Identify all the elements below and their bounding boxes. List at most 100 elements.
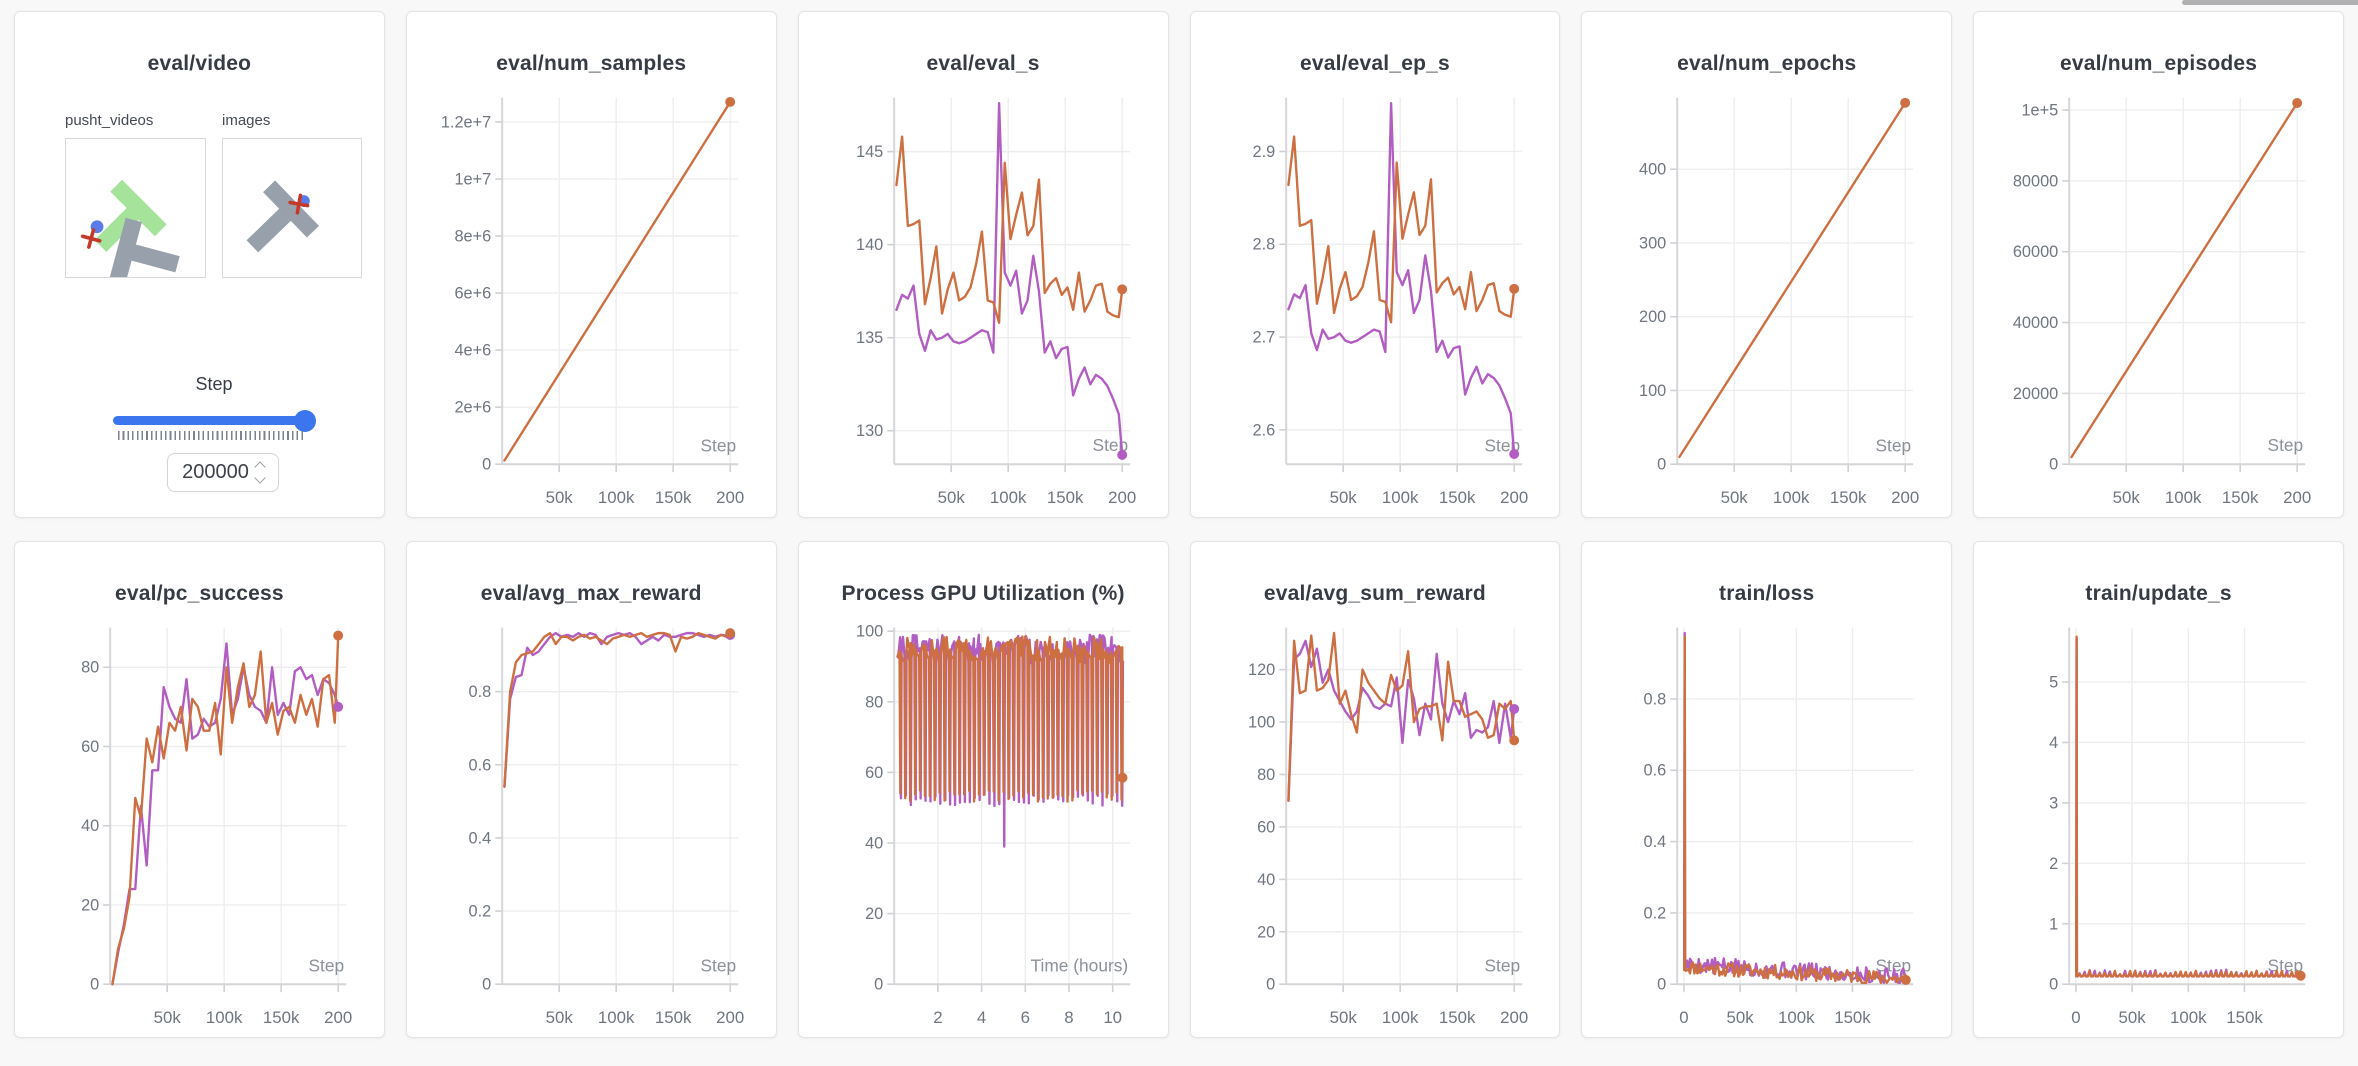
chart-eval-num-episodes[interactable]: 0 20000 40000 60000 80000 1e+5 50k 100k 150k 200 S… bbox=[1974, 12, 2343, 517]
svg-text:40: 40 bbox=[81, 817, 99, 835]
svg-text:100k: 100k bbox=[1381, 1008, 1418, 1027]
series-line bbox=[2070, 101, 2299, 459]
svg-text:3: 3 bbox=[2049, 794, 2058, 812]
chart-title: eval/pc_success bbox=[115, 582, 284, 605]
svg-text:50k: 50k bbox=[2113, 488, 2141, 507]
chart-title: eval/num_episodes bbox=[2060, 52, 2258, 75]
panel-eval-num-episodes: eval/num_episodes 0 20000 40000 60000 80000 1… bbox=[1973, 11, 2344, 518]
gray-t-shape bbox=[109, 217, 180, 277]
svg-text:0.8: 0.8 bbox=[468, 683, 491, 701]
series-end-dot bbox=[1508, 449, 1519, 459]
svg-text:20: 20 bbox=[1257, 923, 1275, 941]
svg-text:2: 2 bbox=[2049, 855, 2058, 873]
svg-text:4e+6: 4e+6 bbox=[454, 342, 491, 360]
svg-text:50k: 50k bbox=[545, 488, 573, 507]
stepper bbox=[254, 461, 266, 484]
svg-text:1: 1 bbox=[2049, 915, 2058, 933]
series-line bbox=[503, 631, 732, 788]
series-end-dot bbox=[2295, 970, 2306, 981]
x-axis-label: Step bbox=[700, 435, 736, 455]
series-line bbox=[1286, 135, 1515, 324]
svg-text:0.6: 0.6 bbox=[1644, 762, 1667, 780]
chart-eval-eval-s[interactable]: 130 135 140 145 50k 100k 150k 200 Step bbox=[799, 12, 1168, 517]
svg-text:0: 0 bbox=[482, 456, 491, 474]
series-line bbox=[2075, 637, 2300, 978]
chart-title: Process GPU Utilization (%) bbox=[841, 582, 1125, 605]
chart-title: train/update_s bbox=[2085, 582, 2232, 605]
step-number-input[interactable]: 200000 bbox=[167, 453, 279, 492]
series-line bbox=[894, 102, 1124, 457]
svg-text:60000: 60000 bbox=[2013, 243, 2058, 261]
chart-eval-pc-success[interactable]: 0 20 40 60 80 50k 100k 150k 200 Step bbox=[15, 542, 384, 1037]
goal-cross-icon bbox=[80, 228, 102, 249]
series-line bbox=[503, 100, 732, 462]
svg-text:200: 200 bbox=[716, 1008, 744, 1027]
svg-text:0.2: 0.2 bbox=[1644, 904, 1667, 922]
svg-text:100k: 100k bbox=[1773, 488, 1810, 507]
chart-eval-num-epochs[interactable]: 0 100 200 300 400 50k 100k 150k 200 Step bbox=[1582, 12, 1951, 517]
svg-text:4: 4 bbox=[977, 1008, 986, 1027]
svg-text:140: 140 bbox=[856, 236, 883, 254]
step-slider-track[interactable] bbox=[113, 416, 315, 425]
chart-eval-num-samples[interactable]: 0 2e+6 4e+6 6e+6 8e+6 1e+7 1.2e+7 50k 100k 150k 20… bbox=[407, 12, 776, 517]
x-axis-label: Step bbox=[2268, 435, 2304, 455]
images-thumbnail[interactable] bbox=[222, 138, 362, 278]
series-line bbox=[1683, 635, 1908, 985]
svg-text:100: 100 bbox=[856, 623, 883, 641]
svg-text:8: 8 bbox=[1064, 1008, 1073, 1027]
svg-text:60: 60 bbox=[865, 764, 883, 782]
stepper-up-icon[interactable] bbox=[254, 461, 266, 473]
series-line bbox=[1286, 102, 1515, 456]
svg-text:0.6: 0.6 bbox=[468, 756, 491, 774]
svg-text:0: 0 bbox=[482, 976, 491, 994]
chart-title: eval/avg_sum_reward bbox=[1263, 582, 1486, 605]
panel-eval-num-samples: eval/num_samples 0 2e+6 4e+6 6e+6 8e+6 1e+7 1.… bbox=[405, 11, 777, 518]
series-end-dot bbox=[1117, 772, 1128, 783]
media-label-pusht-videos: pusht_videos bbox=[65, 112, 154, 129]
chart-eval-avg-sum-reward[interactable]: 0 20 40 60 80 100 120 50k 100k 150k 200 Step bbox=[1191, 542, 1560, 1037]
horizontal-scrollbar-thumb[interactable] bbox=[2182, 0, 2358, 5]
svg-text:100k: 100k bbox=[598, 1008, 635, 1027]
panel-eval-avg-sum-reward: eval/avg_sum_reward 0 20 40 60 80 100 120 50k 10… bbox=[1189, 541, 1561, 1038]
svg-text:2.9: 2.9 bbox=[1252, 143, 1275, 161]
svg-text:0: 0 bbox=[90, 976, 99, 994]
svg-text:0: 0 bbox=[1658, 976, 1667, 994]
chart-eval-avg-max-reward[interactable]: 0 0.2 0.4 0.6 0.8 50k 100k 150k 200 Step bbox=[407, 542, 776, 1037]
svg-text:50k: 50k bbox=[2119, 1008, 2147, 1027]
svg-text:100k: 100k bbox=[1778, 1008, 1815, 1027]
x-axis-label: Step bbox=[309, 955, 345, 975]
series-line bbox=[1683, 631, 1908, 985]
step-slider-handle[interactable] bbox=[294, 409, 316, 432]
svg-text:0: 0 bbox=[2049, 976, 2058, 994]
gray-t-shape bbox=[246, 180, 319, 253]
svg-text:50k: 50k bbox=[937, 488, 965, 507]
svg-text:1e+5: 1e+5 bbox=[2022, 102, 2059, 120]
chart-title: eval/avg_max_reward bbox=[480, 582, 702, 605]
svg-text:100k: 100k bbox=[990, 488, 1027, 507]
step-slider-label: Step bbox=[195, 374, 233, 394]
pusht-video-thumbnail[interactable] bbox=[65, 138, 206, 278]
svg-text:40000: 40000 bbox=[2013, 314, 2058, 332]
series-end-dot bbox=[1116, 284, 1127, 295]
chart-process-gpu-utilization[interactable]: 0 20 40 60 80 100 2 4 6 8 10 Time (hours) bbox=[799, 542, 1168, 1037]
stepper-down-icon[interactable] bbox=[254, 472, 266, 484]
svg-text:150k: 150k bbox=[655, 1008, 692, 1027]
step-value[interactable]: 200000 bbox=[182, 461, 249, 483]
svg-text:200: 200 bbox=[1108, 488, 1136, 507]
svg-text:20: 20 bbox=[81, 896, 99, 914]
svg-text:100: 100 bbox=[1248, 713, 1275, 731]
chart-title: eval/num_samples bbox=[496, 52, 687, 75]
series-end-dot bbox=[2292, 97, 2303, 108]
panel-train-loss: train/loss 0 0.2 0.4 0.6 0.8 0 50k 100k 150k Step bbox=[1581, 541, 1953, 1038]
svg-text:80: 80 bbox=[1257, 766, 1275, 784]
svg-text:0: 0 bbox=[2049, 456, 2058, 474]
svg-text:100k: 100k bbox=[1381, 488, 1418, 507]
svg-text:100k: 100k bbox=[2170, 1008, 2207, 1027]
series-line bbox=[2075, 635, 2305, 978]
svg-text:1.2e+7: 1.2e+7 bbox=[441, 113, 491, 131]
svg-text:6: 6 bbox=[1020, 1008, 1029, 1027]
svg-text:100k: 100k bbox=[2165, 488, 2202, 507]
